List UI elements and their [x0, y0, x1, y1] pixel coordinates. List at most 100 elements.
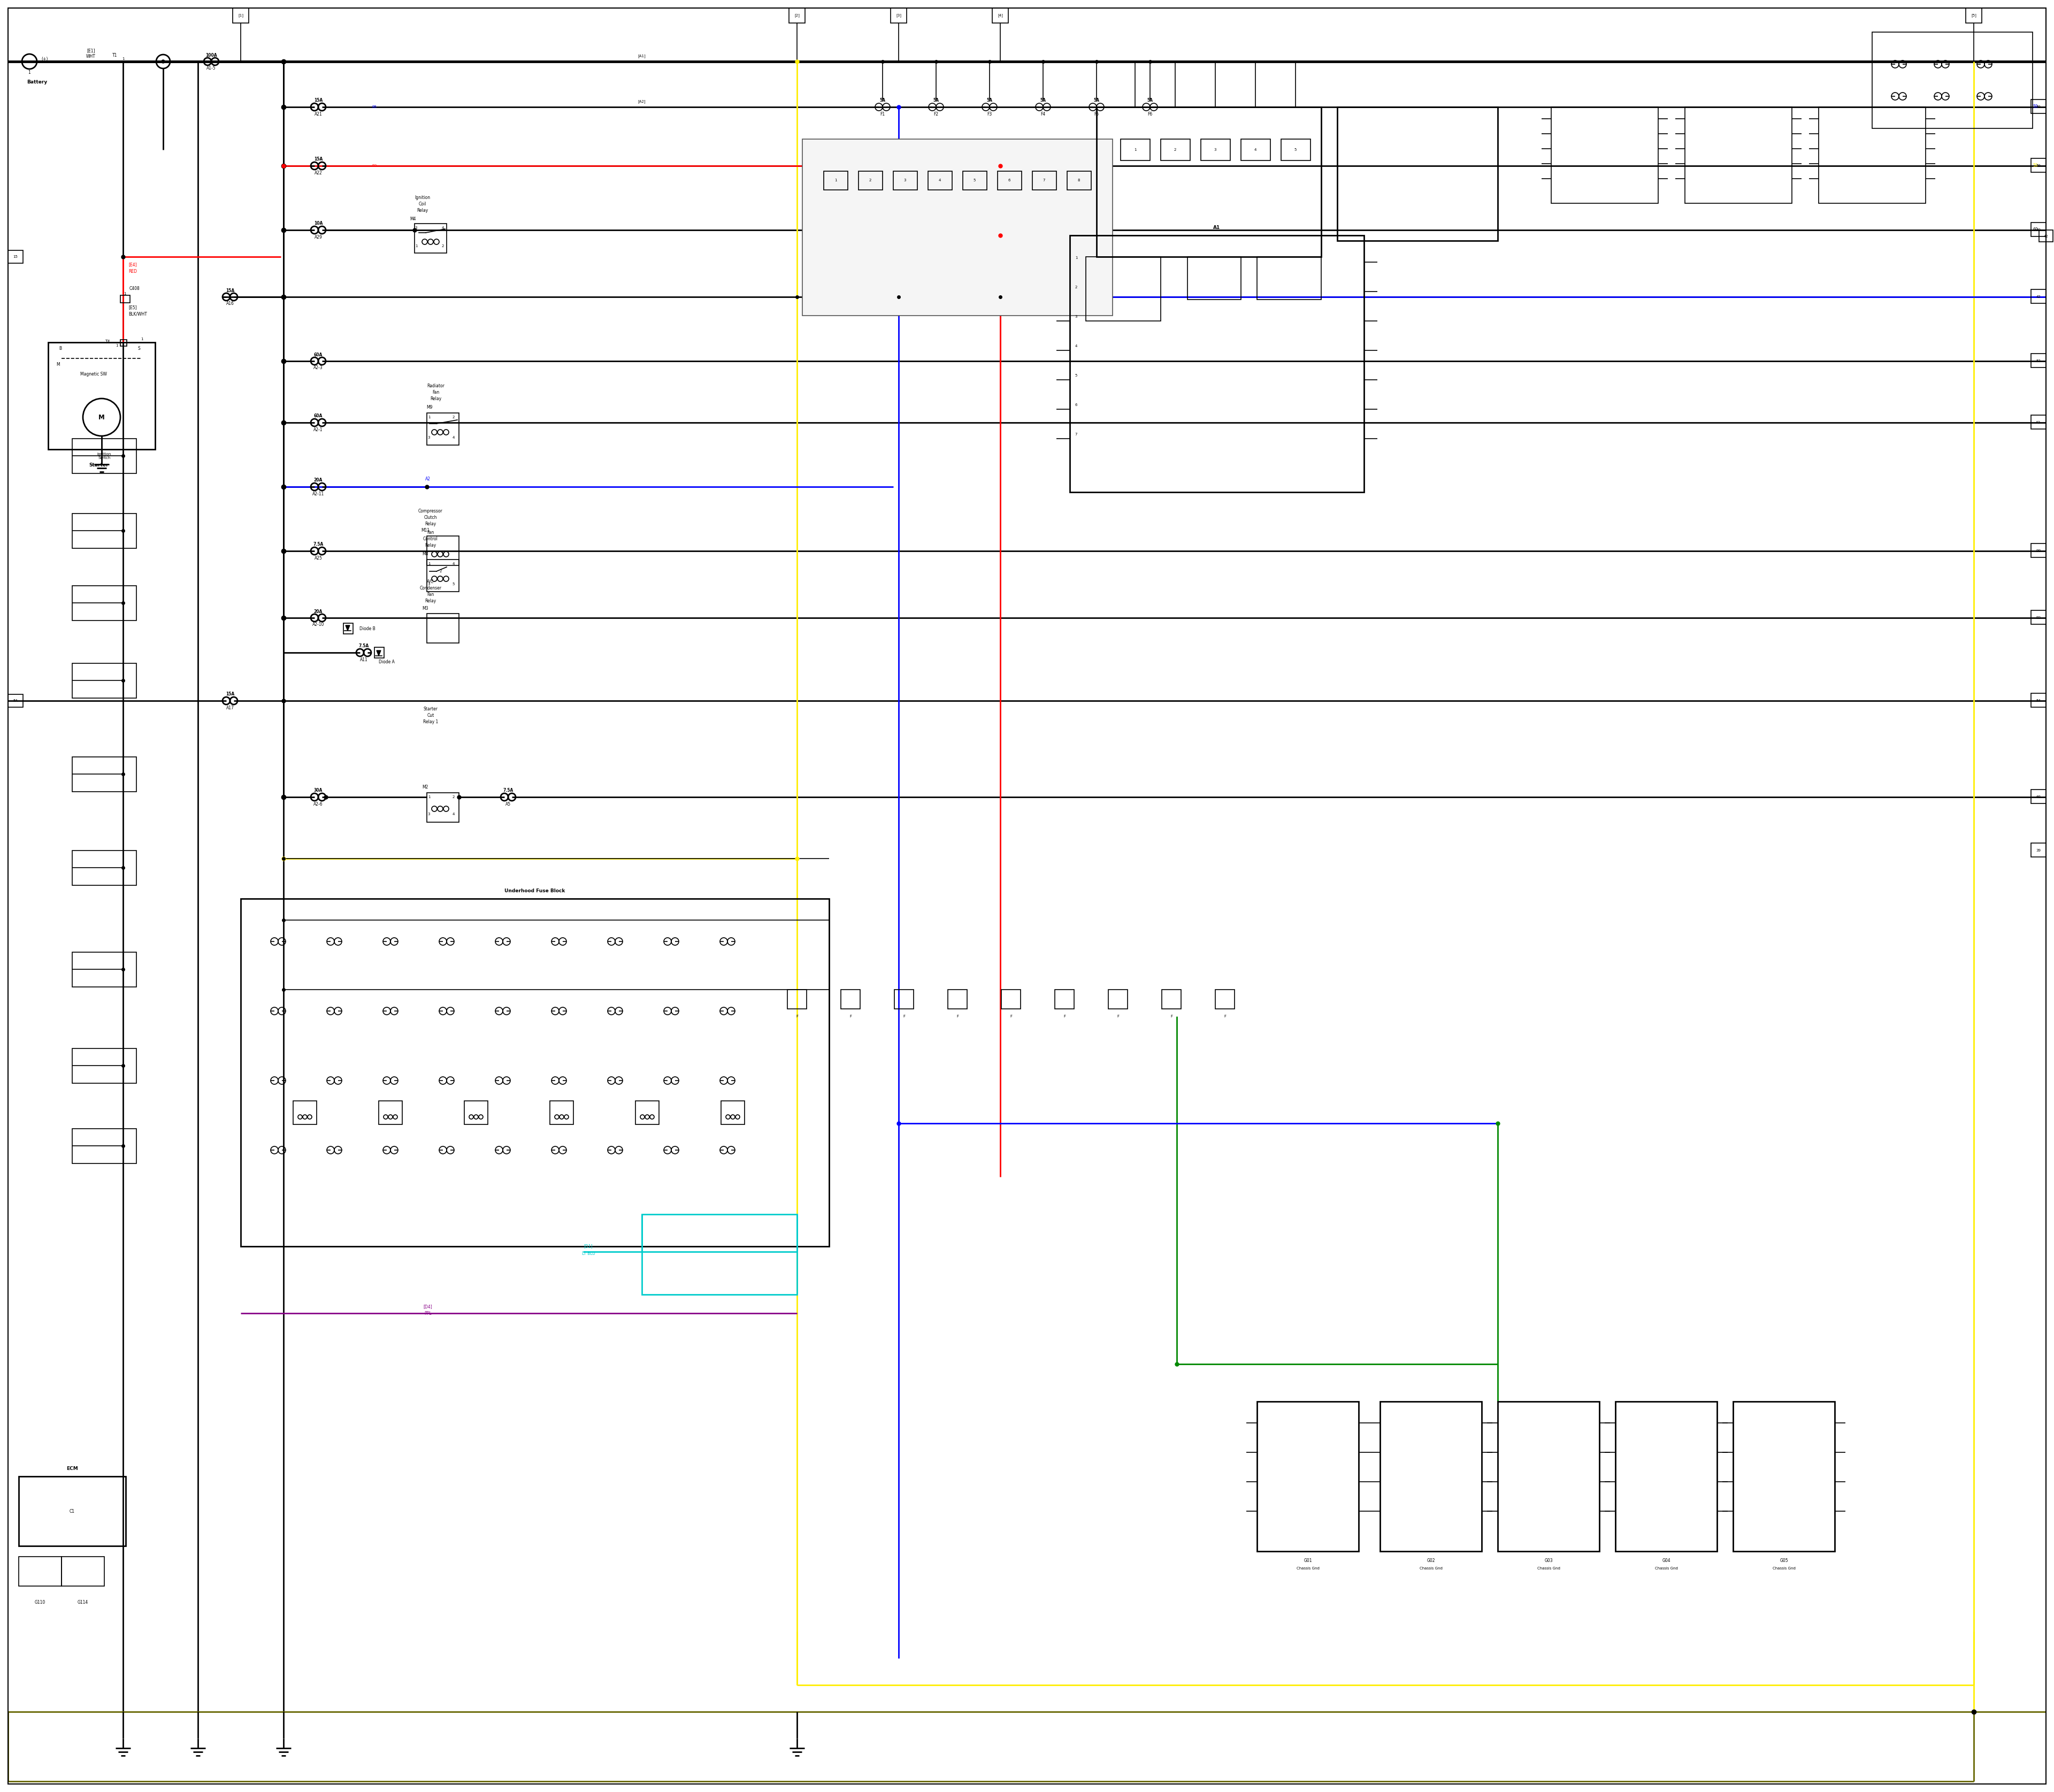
Text: Coil: Coil: [419, 202, 427, 206]
Bar: [1087, 256, 1161, 321]
Bar: [824, 172, 848, 190]
Text: 4: 4: [939, 179, 941, 181]
Text: [E4]: [E4]: [127, 262, 138, 267]
Text: M: M: [99, 414, 105, 421]
Text: 4: 4: [442, 226, 444, 229]
Bar: [1380, 1401, 1481, 1552]
Bar: [1497, 1401, 1600, 1552]
Text: 5: 5: [974, 179, 976, 181]
Text: G03: G03: [1545, 1559, 1553, 1563]
Text: G110: G110: [35, 1600, 45, 1604]
Text: Radiator: Radiator: [427, 383, 446, 389]
Polygon shape: [376, 650, 380, 656]
Text: LT BLU: LT BLU: [581, 1251, 596, 1256]
Text: 15: 15: [12, 254, 18, 258]
Text: A29: A29: [314, 235, 322, 240]
Text: 15A: 15A: [226, 692, 234, 697]
Text: Relay: Relay: [425, 521, 435, 527]
Text: T1: T1: [113, 54, 117, 57]
Text: Ignition
Switch: Ignition Switch: [97, 452, 111, 459]
Text: WHT: WHT: [86, 54, 97, 59]
Text: M8: M8: [423, 552, 429, 557]
Bar: [947, 989, 967, 1009]
Text: B: B: [60, 346, 62, 351]
Text: M2: M2: [423, 785, 429, 790]
Text: M9: M9: [427, 405, 433, 410]
Text: 2: 2: [452, 796, 454, 799]
Text: 5: 5: [1074, 375, 1078, 376]
Text: Relay 1: Relay 1: [423, 719, 438, 724]
Text: 5A: 5A: [1146, 99, 1152, 102]
Text: F2: F2: [935, 111, 939, 116]
Text: BLK/WHT: BLK/WHT: [127, 312, 148, 317]
Bar: [18, 1557, 62, 1586]
Text: A2: A2: [425, 477, 431, 482]
Text: [D1]: [D1]: [583, 1244, 594, 1249]
Bar: [18, 1477, 125, 1546]
Text: Relay: Relay: [417, 208, 427, 213]
Bar: [840, 989, 861, 1009]
Text: S: S: [138, 346, 140, 351]
Bar: [1871, 32, 2033, 129]
Text: 60A: 60A: [314, 414, 322, 419]
Text: 1: 1: [121, 57, 123, 61]
Text: A2-11: A2-11: [312, 491, 325, 496]
Text: Underhood Fuse Block: Underhood Fuse Block: [505, 889, 565, 892]
Bar: [47, 342, 156, 450]
Bar: [72, 439, 136, 473]
Text: 59: 59: [2033, 163, 2038, 168]
Bar: [893, 172, 918, 190]
Text: 4: 4: [1074, 344, 1078, 348]
Text: F: F: [1117, 1014, 1119, 1018]
Text: Magnetic SW: Magnetic SW: [80, 373, 107, 376]
Text: 42: 42: [2044, 235, 2048, 238]
Polygon shape: [345, 625, 349, 631]
Bar: [374, 647, 384, 658]
Bar: [427, 792, 458, 823]
Bar: [1002, 989, 1021, 1009]
Text: B3: B3: [372, 165, 376, 167]
Text: 4: 4: [452, 812, 454, 815]
Bar: [2040, 229, 2052, 242]
Bar: [1337, 108, 1497, 240]
Text: Fan: Fan: [427, 530, 433, 534]
Text: F4: F4: [1041, 111, 1045, 116]
Bar: [1163, 989, 1181, 1009]
Text: 10A: 10A: [314, 220, 322, 226]
Bar: [859, 172, 883, 190]
Text: G114: G114: [78, 1600, 88, 1604]
Text: 60: 60: [2036, 228, 2042, 231]
Bar: [2031, 158, 2046, 172]
Text: F5: F5: [1095, 111, 1099, 116]
Bar: [893, 989, 914, 1009]
Text: 7.5A: 7.5A: [503, 788, 514, 794]
Text: [D4]: [D4]: [423, 1305, 433, 1310]
Text: 60A: 60A: [314, 353, 322, 357]
Bar: [1109, 989, 1128, 1009]
Text: A2-1: A2-1: [314, 426, 322, 432]
Bar: [294, 1100, 316, 1124]
Bar: [72, 586, 136, 620]
Text: 1: 1: [834, 179, 836, 181]
Bar: [1161, 140, 1189, 161]
Text: F: F: [1064, 1014, 1066, 1018]
Bar: [427, 412, 458, 444]
Bar: [72, 1048, 136, 1082]
Text: F1: F1: [879, 111, 885, 116]
Text: C408: C408: [129, 287, 140, 292]
Text: Relay: Relay: [429, 396, 442, 401]
Text: RED: RED: [127, 269, 138, 274]
Bar: [62, 1557, 105, 1586]
Text: A11: A11: [359, 658, 368, 661]
Bar: [72, 851, 136, 885]
Bar: [232, 7, 249, 23]
Text: (+): (+): [41, 57, 47, 61]
Text: 3: 3: [427, 435, 429, 439]
Text: G04: G04: [1662, 1559, 1670, 1563]
Text: 5: 5: [452, 582, 454, 586]
Text: F: F: [957, 1014, 959, 1018]
Text: M: M: [55, 362, 60, 367]
Text: G02: G02: [1428, 1559, 1436, 1563]
Text: 30A: 30A: [314, 788, 322, 794]
Text: F: F: [1224, 1014, 1226, 1018]
